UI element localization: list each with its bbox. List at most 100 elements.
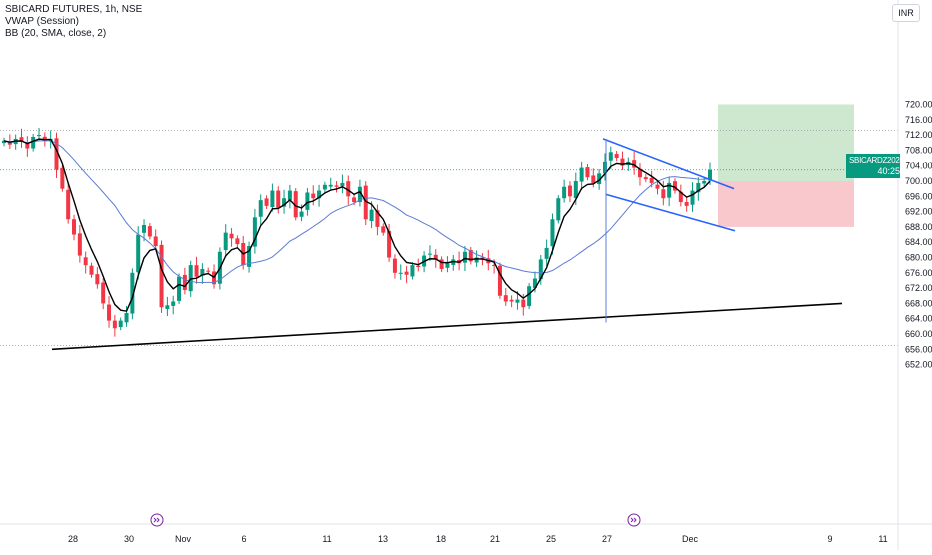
candle (567, 181, 572, 203)
candle-body (124, 312, 129, 323)
candle-body (287, 190, 292, 200)
candle-body (696, 182, 701, 193)
candle (538, 255, 543, 285)
legend-bb[interactable]: BB (20, SMA, close, 2) (5, 28, 107, 39)
currency-button[interactable]: INR (892, 4, 920, 22)
stop-zone (718, 181, 854, 227)
candle-body (678, 191, 683, 203)
channel-upper-line (602, 138, 735, 190)
candle (410, 262, 415, 280)
candle (445, 256, 450, 273)
candle (544, 239, 549, 266)
candle-body (410, 265, 415, 277)
candle (276, 186, 281, 214)
candle-body (655, 184, 660, 189)
candle (89, 262, 94, 278)
y-tick-label: 700.00 (905, 176, 932, 186)
candle (562, 179, 567, 203)
candle-body (497, 265, 502, 296)
candles (2, 128, 712, 337)
candle (60, 164, 65, 192)
candle (527, 283, 532, 310)
event-marker-circle (150, 513, 164, 527)
candle-body (42, 136, 47, 141)
x-tick-label: 11 (322, 534, 331, 544)
candle-body (381, 226, 386, 233)
candle (608, 146, 613, 170)
event-marker-glyph (153, 517, 160, 523)
candle-body (369, 209, 374, 221)
candle (223, 224, 228, 258)
candle (322, 181, 327, 193)
candle-body (509, 299, 514, 302)
candle (398, 264, 403, 280)
event-marker-icon[interactable] (150, 513, 164, 527)
candle (287, 184, 292, 209)
candle (66, 182, 71, 224)
candle-body (573, 181, 578, 199)
candle (340, 174, 345, 194)
candle-body (702, 181, 707, 184)
x-tick-label: 28 (68, 534, 78, 544)
position-zones (718, 104, 854, 227)
y-tick-label: 676.00 (905, 268, 932, 278)
y-tick-label: 652.00 (905, 360, 932, 370)
candle-body (433, 254, 438, 260)
x-tick-label: Dec (682, 534, 699, 544)
candle-body (340, 182, 345, 187)
y-tick-label: 672.00 (905, 283, 932, 293)
candle-body (31, 137, 36, 149)
candle-body (188, 265, 193, 292)
candle-body (223, 232, 228, 251)
candle (200, 263, 205, 284)
candle-body (276, 190, 281, 208)
candle (579, 161, 584, 190)
candle-body (229, 233, 234, 239)
event-marker-glyph (630, 517, 637, 523)
candle-body (153, 236, 158, 247)
event-marker-icon[interactable] (627, 513, 641, 527)
candle (632, 151, 637, 175)
y-tick-label: 680.00 (905, 253, 932, 263)
candle (118, 317, 123, 331)
candle-body (60, 167, 65, 189)
candle-body (147, 226, 152, 237)
legend-symbol[interactable]: SBICARD FUTURES, 1h, NSE (5, 4, 143, 15)
candle-body (293, 191, 298, 218)
candle-body (235, 238, 240, 245)
candle-body (142, 224, 147, 233)
candle (509, 295, 514, 308)
candle (252, 208, 257, 254)
x-tick-label: Nov (175, 534, 192, 544)
candle-body (328, 184, 333, 187)
candle (357, 179, 362, 207)
drawings (51, 138, 843, 351)
candle (708, 162, 712, 185)
candle-body (107, 304, 112, 321)
x-tick-label: 30 (124, 534, 134, 544)
candle-body (567, 185, 572, 197)
candle (620, 151, 625, 171)
candle-body (206, 270, 211, 272)
candle-body (177, 276, 182, 301)
candle-body (556, 198, 561, 221)
candle-body (620, 158, 625, 166)
legend-vwap[interactable]: VWAP (Session) (5, 16, 79, 27)
candle (387, 223, 392, 262)
last-price-value: 702.95 (903, 155, 932, 165)
candle-body (527, 286, 532, 307)
candle (107, 296, 112, 328)
x-tick-label: 9 (827, 534, 832, 544)
candle (328, 177, 333, 191)
y-tick-label: 668.00 (905, 298, 932, 308)
candle-body (492, 264, 497, 266)
candle-body (334, 185, 339, 187)
candle-body (532, 278, 537, 288)
candle (83, 251, 88, 274)
candle-body (608, 152, 613, 161)
candle (153, 229, 158, 251)
x-tick-label: 18 (436, 534, 446, 544)
target-zone (718, 104, 854, 181)
